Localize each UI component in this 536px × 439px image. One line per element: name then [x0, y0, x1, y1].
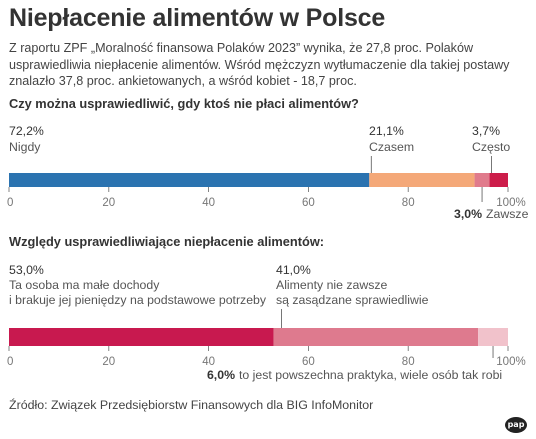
chart-1-category-label-czesto: Często [472, 140, 510, 154]
chart-1-tick-label: 0 [7, 197, 13, 209]
chart-2-category-label-3: to jest powszechna praktyka, wiele osób … [239, 368, 502, 382]
chart-2-bar-segment-1 [9, 328, 274, 346]
chart-1-tick-label: 60 [302, 197, 315, 209]
chart-1-category-label-nigdy: Nigdy [9, 140, 41, 154]
chart-1-bar-segment-2 [369, 173, 475, 187]
chart-2-value-label-2: 41,0% [276, 263, 311, 277]
chart-2-value-label-3: 6,0% [207, 368, 235, 382]
chart-2-tick-label: 80 [402, 356, 415, 368]
chart-2-tick-label: 20 [102, 356, 115, 368]
chart-1-bar-segment-4 [489, 173, 508, 187]
chart-1-title: Czy można usprawiedliwić, gdy ktoś nie p… [9, 96, 359, 111]
chart-2-category-label-2: Alimenty nie zawsze są zasądzane sprawied… [276, 278, 429, 307]
chart-1-bar-segment-1 [9, 173, 370, 187]
chart-1: 0 20 40 60 80 100% 72,2% Nigdy 21,1% Czasem 3,7% Cz… [7, 124, 529, 221]
chart-2-tick-label: 0 [7, 356, 13, 368]
chart-1-tick-label: 20 [102, 197, 115, 209]
chart-1-value-label-nigdy: 72,2% [9, 124, 44, 138]
chart-1-tick-label: 40 [202, 197, 215, 209]
chart-1-bar-segment-3 [474, 173, 490, 187]
chart-1-value-label-czasem: 21,1% [369, 124, 404, 138]
chart-2-category-label-1: Ta osoba ma małe dochody i brakuje jej pi… [9, 278, 267, 307]
page-title: Niepłacenie alimentów w Polsce [9, 4, 386, 32]
chart-1-category-label-zawsze: Zawsze [486, 207, 529, 221]
chart-1-tick-label: 80 [402, 197, 415, 209]
chart-2-tick-label: 100% [496, 356, 525, 368]
chart-1-value-label-czesto: 3,7% [472, 124, 500, 138]
source-note: Źródło: Związek Przedsiębiorstw Finansow… [9, 398, 374, 412]
pap-logo: pap [505, 417, 527, 433]
chart-2-title: Względy usprawiedliwiające niepłacenie a… [9, 234, 325, 249]
chart-1-tick-label: 100% [496, 197, 525, 209]
chart-2-bar-segment-2 [273, 328, 479, 346]
chart-2-tick-label: 40 [202, 356, 215, 368]
chart-2: 0 20 40 60 80 100% 53,0%Ta osoba ma małe docho… [7, 263, 526, 382]
chart-2-value-label-1: 53,0% [9, 263, 44, 277]
chart-1-value-label-zawsze: 3,0% [454, 207, 482, 221]
chart-2-tick-label: 60 [302, 356, 315, 368]
chart-1-category-label-czasem: Czasem [369, 140, 414, 154]
lead-paragraph: Z raportu ZPF „Moralność finansowa Polak… [9, 41, 510, 88]
chart-2-bar-segment-3 [478, 328, 508, 346]
